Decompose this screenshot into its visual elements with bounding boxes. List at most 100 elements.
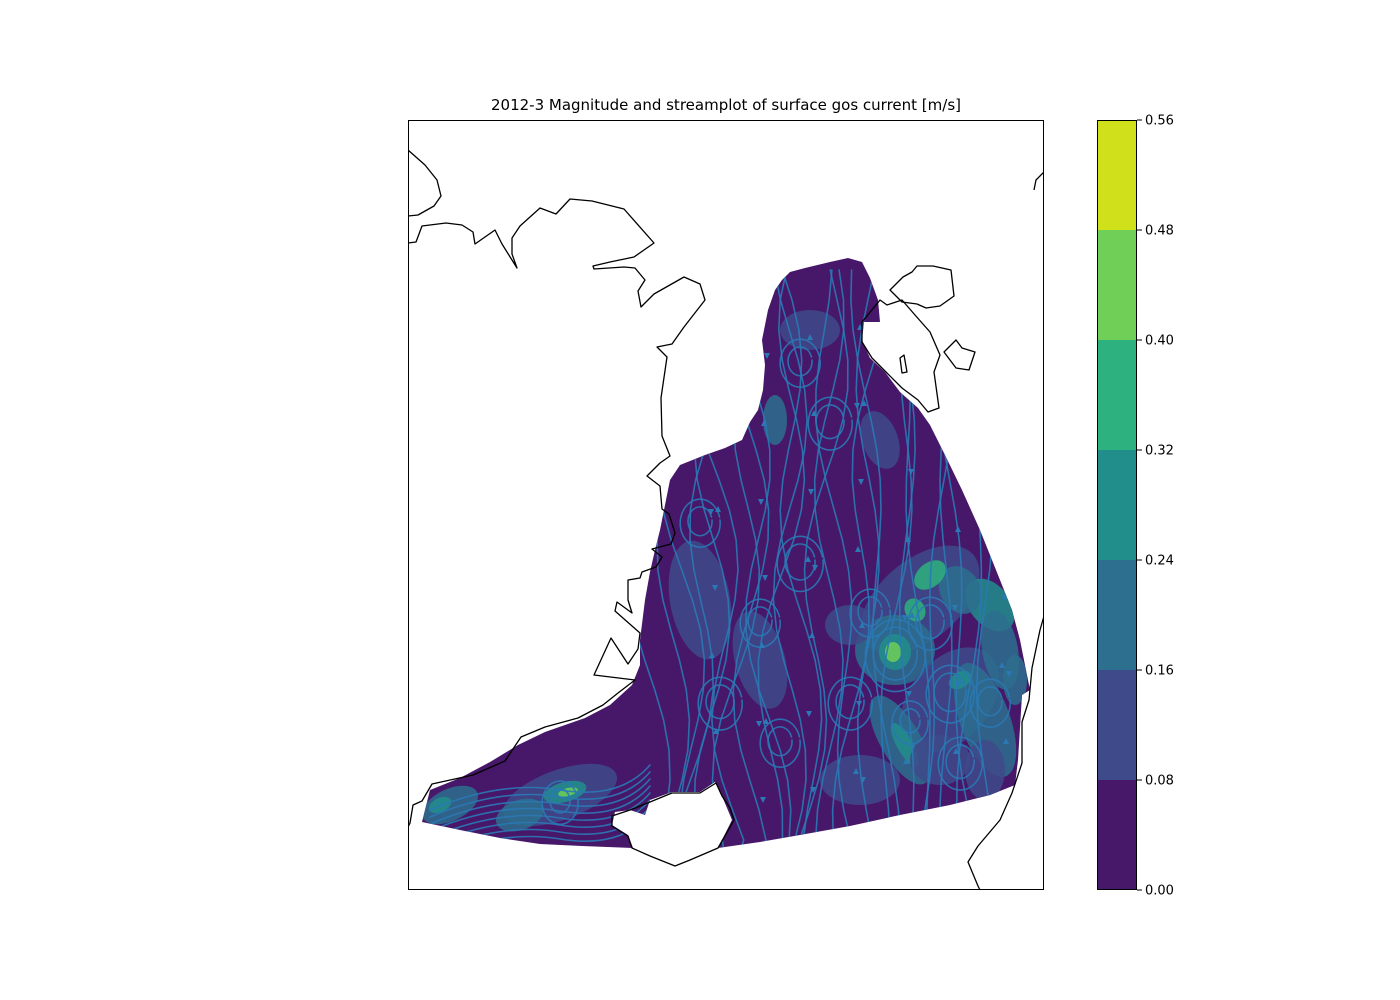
streamline-arrow bbox=[860, 777, 866, 783]
magnitude-contour-patch bbox=[820, 755, 900, 805]
streamline bbox=[787, 346, 813, 377]
streamline-arrow bbox=[761, 420, 767, 426]
coastline-south-island bbox=[611, 782, 735, 867]
colorbar-outline bbox=[1097, 120, 1137, 890]
colorbar-tick-label: 0.08 bbox=[1145, 774, 1174, 789]
streamline-arrow bbox=[805, 556, 811, 562]
streamline bbox=[429, 764, 651, 811]
chart-title: 2012-3 Magnitude and streamplot of surfa… bbox=[491, 96, 961, 114]
streamline bbox=[687, 506, 713, 537]
streamline-arrow bbox=[956, 681, 962, 687]
streamline-arrow bbox=[762, 575, 768, 581]
colorbar-segment bbox=[1097, 560, 1137, 670]
magnitude-contour-patch bbox=[428, 796, 452, 814]
colorbar-segment bbox=[1097, 450, 1137, 560]
streamline bbox=[945, 744, 975, 780]
streamline-arrow bbox=[905, 536, 911, 542]
streamline bbox=[798, 269, 849, 848]
streamline-arrow bbox=[908, 469, 914, 475]
streamline-arrow bbox=[1002, 595, 1008, 601]
streamline bbox=[831, 269, 893, 848]
coastline-northeast-corner bbox=[1033, 171, 1044, 191]
streamline-arrow bbox=[859, 622, 865, 628]
colorbar-tick-label: 0.16 bbox=[1145, 664, 1174, 679]
colorbar-segment bbox=[1097, 230, 1137, 340]
streamline-arrow bbox=[760, 797, 766, 803]
colorbar-tick-label: 0.56 bbox=[1145, 114, 1174, 129]
streamline bbox=[899, 708, 921, 734]
streamline-arrow bbox=[715, 506, 721, 512]
streamline bbox=[813, 269, 845, 848]
streamline-arrow bbox=[853, 768, 859, 774]
streamline-arrow bbox=[809, 632, 815, 638]
streamline-arrow bbox=[708, 509, 714, 515]
streamline bbox=[933, 672, 967, 713]
colorbar-tick-label: 0.24 bbox=[1145, 554, 1174, 569]
streamline bbox=[541, 780, 579, 826]
magnitude-contour-patch bbox=[885, 642, 901, 662]
streamline bbox=[815, 404, 845, 440]
streamline bbox=[925, 664, 976, 724]
colorbar-segment bbox=[1097, 120, 1137, 230]
streamline-arrow bbox=[902, 615, 908, 621]
streamline bbox=[872, 626, 919, 681]
streamline-arrow bbox=[955, 526, 961, 532]
streamline bbox=[429, 771, 651, 818]
streamline-arrow bbox=[999, 662, 1005, 668]
streamline bbox=[849, 588, 891, 638]
streamline-arrow bbox=[1006, 671, 1012, 677]
streamline-arrow bbox=[810, 787, 816, 793]
streamline-arrow bbox=[856, 701, 862, 707]
streamline bbox=[429, 778, 651, 825]
streamline-arrow bbox=[906, 691, 912, 697]
streamline bbox=[827, 676, 874, 731]
coastline-eastern-islands-3 bbox=[943, 339, 976, 371]
streamline bbox=[679, 498, 721, 548]
colorbar-tick-label: 0.48 bbox=[1145, 224, 1174, 239]
colorbar-tick-label: 0.00 bbox=[1145, 884, 1174, 899]
magnitude-contour-patch bbox=[763, 395, 787, 445]
streamline bbox=[977, 686, 1003, 717]
streamline-arrow bbox=[763, 718, 769, 724]
streamline-arrow bbox=[1003, 738, 1009, 744]
streamline bbox=[747, 606, 773, 637]
coastline-eastern-islands-2 bbox=[861, 299, 941, 413]
streamline bbox=[757, 269, 806, 848]
coastline-southeast bbox=[967, 615, 1044, 890]
streamline-arrow bbox=[861, 400, 867, 406]
streamline-arrow bbox=[855, 546, 861, 552]
streamline-arrow bbox=[854, 403, 860, 409]
streamline bbox=[705, 684, 735, 720]
streamline bbox=[767, 726, 793, 757]
streamline bbox=[779, 338, 821, 388]
streamline-arrow bbox=[712, 585, 718, 591]
streamline-arrow bbox=[764, 353, 770, 359]
streamline-arrow bbox=[952, 605, 958, 611]
coastline-eastern-islet bbox=[899, 354, 908, 374]
streamline-arrow bbox=[756, 721, 762, 727]
coastline-northwest-2 bbox=[408, 198, 706, 828]
streamline bbox=[937, 736, 984, 791]
streamline-arrow bbox=[811, 410, 817, 416]
colorbar-segment bbox=[1097, 780, 1137, 890]
streamline bbox=[907, 596, 954, 651]
streamline-arrow bbox=[713, 728, 719, 734]
streamline bbox=[784, 543, 816, 581]
streamline-arrow bbox=[759, 642, 765, 648]
colorbar: 0.00 0.08 0.16 0.24 0.32 0.40 0.48 0.56 bbox=[1097, 114, 1174, 899]
colorbar-tick-label: 0.32 bbox=[1145, 444, 1174, 459]
streamline bbox=[759, 718, 801, 768]
streamline bbox=[855, 269, 880, 848]
streamline bbox=[850, 269, 902, 848]
streamline bbox=[864, 618, 927, 693]
colorbar-tick-label: 0.40 bbox=[1145, 334, 1174, 349]
streamline bbox=[697, 676, 744, 731]
streamline bbox=[891, 700, 929, 746]
magnitude-contour-patch bbox=[965, 740, 1005, 800]
streamline-arrow bbox=[903, 758, 909, 764]
streamline bbox=[807, 396, 854, 451]
colorbar-segment bbox=[1097, 670, 1137, 780]
streamline bbox=[779, 269, 823, 848]
coastline-northwest bbox=[408, 149, 442, 217]
